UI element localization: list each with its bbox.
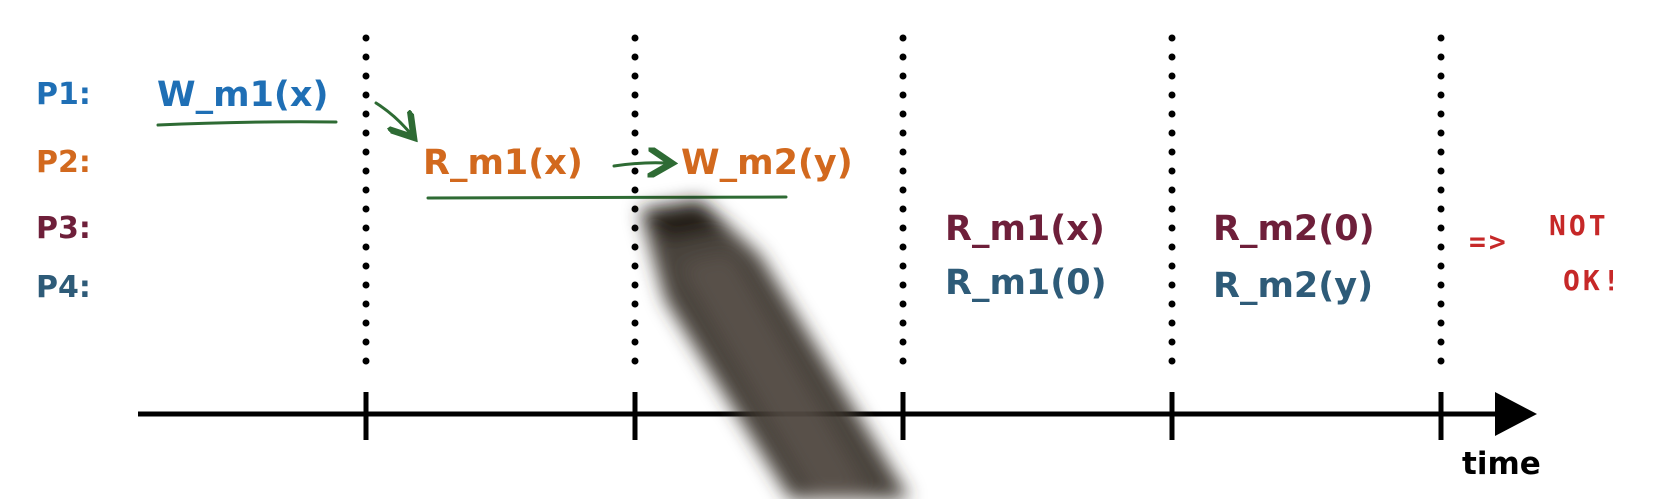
causality-marks (156, 101, 788, 200)
process-label-p4: P4: (36, 270, 91, 305)
verdict-arrow: => (1469, 225, 1509, 258)
time-axis-label: time (1462, 446, 1541, 482)
op-p4-read-m1: R_m1(0) (945, 263, 1107, 303)
op-p2-write-m2: W_m2(y) (681, 143, 853, 183)
time-dividers (362, 34, 1445, 382)
time-axis-arrowhead (1495, 392, 1537, 436)
causality-arrow-1 (374, 101, 410, 133)
process-labels: P1: P2: P3: P4: (36, 77, 91, 305)
process-label-p2: P2: (36, 145, 91, 180)
op-p1-write-m1: W_m1(x) (157, 75, 329, 115)
underline-p2-ops (426, 195, 788, 200)
underline-p1-write (156, 120, 338, 127)
op-p3-read-m1: R_m1(x) (945, 209, 1105, 249)
causality-arrow-2 (612, 163, 666, 166)
verdict-line-1: NOT (1549, 209, 1609, 242)
verdict-annotation: => NOT OK! (1469, 209, 1623, 297)
operations: W_m1(x) R_m1(x) W_m2(y) R_m1(x) R_m2(0) … (157, 75, 1375, 306)
verdict-line-2: OK! (1563, 264, 1623, 297)
time-axis-ticks (363, 392, 1444, 440)
process-label-p3: P3: (36, 211, 91, 246)
op-p3-read-m2: R_m2(0) (1213, 209, 1375, 249)
op-p4-read-m2: R_m2(y) (1213, 266, 1373, 306)
process-label-p1: P1: (36, 77, 91, 112)
op-p2-read-m1: R_m1(x) (423, 143, 583, 183)
pen-icon (640, 200, 910, 499)
